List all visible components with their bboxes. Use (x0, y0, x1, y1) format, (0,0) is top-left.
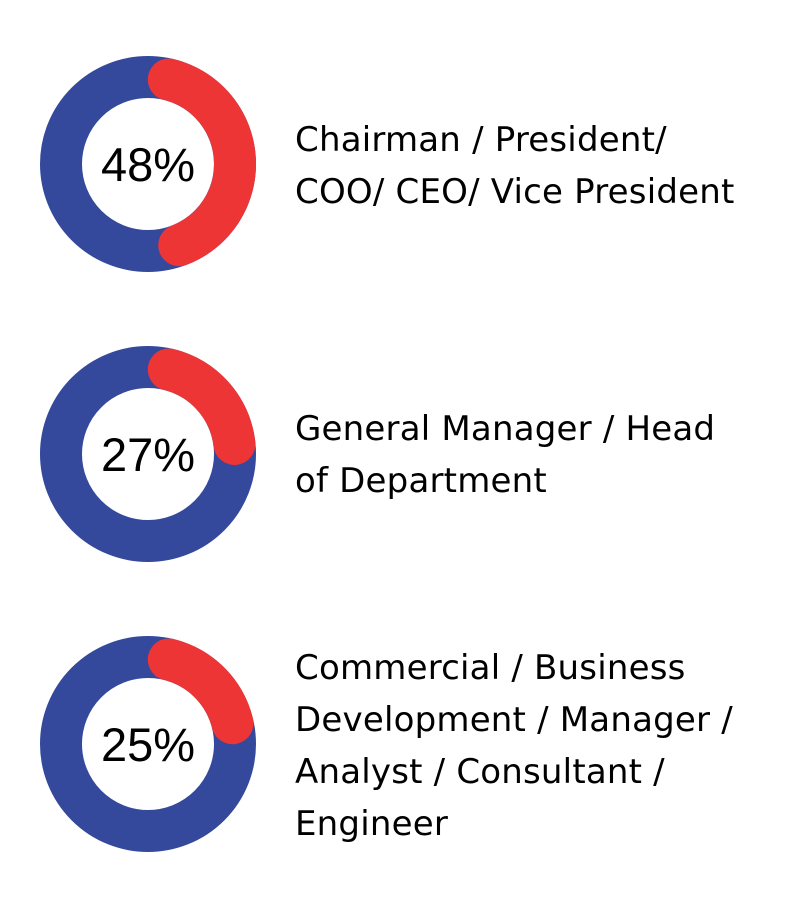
caption-3-line-2: Development / Manager / (295, 700, 733, 740)
caption-2-line-2: of Department (295, 461, 547, 501)
caption-3-line-1: Commercial / Business (295, 648, 686, 688)
donut-value-label-1: 48% (100, 137, 196, 191)
donut-svg-2 (40, 346, 256, 562)
donut-value-label-2: 27% (100, 427, 196, 481)
donut-slice-3 (147, 638, 254, 745)
donut-svg-1 (40, 56, 256, 272)
donut-chart-3: 25% (40, 636, 256, 852)
donut-value-label-3: 25% (100, 717, 196, 771)
caption-1-line-2: COO/ CEO/ Vice President (295, 172, 735, 212)
donut-chart-2: 27% (40, 346, 256, 562)
donut-slice-2 (147, 348, 256, 465)
caption-2-line-1: General Manager / Head (295, 409, 716, 449)
caption-2: General Manager / Head of Department (295, 403, 790, 507)
caption-1-line-1: Chairman / President/ (295, 120, 667, 160)
caption-3-line-3: Analyst / Consultant / (295, 752, 665, 792)
caption-3-line-4: Engineer (295, 804, 449, 844)
donut-slice-1 (147, 58, 256, 267)
donut-chart-1: 48% (40, 56, 256, 272)
donut-svg-3 (40, 636, 256, 852)
caption-1: Chairman / President/ COO/ CEO/ Vice Pre… (295, 114, 790, 218)
caption-3: Commercial / Business Development / Mana… (295, 642, 790, 850)
